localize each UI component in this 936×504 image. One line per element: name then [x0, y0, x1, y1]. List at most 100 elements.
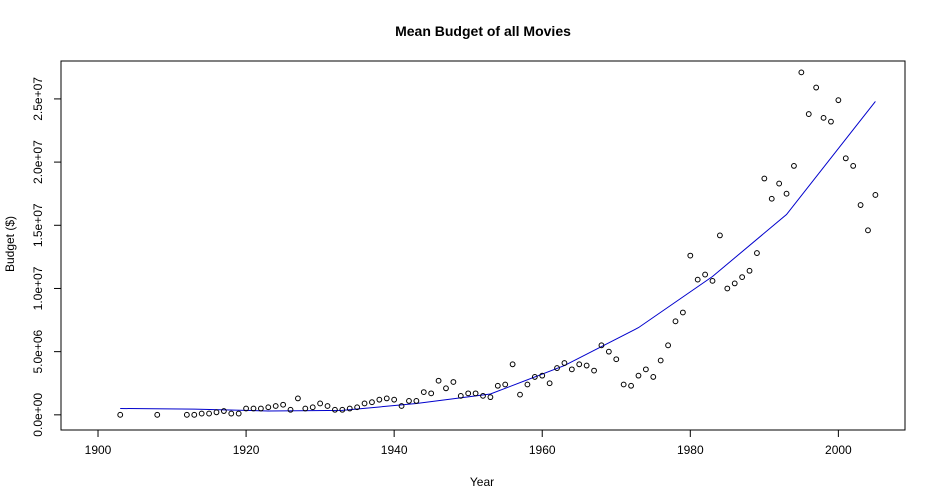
data-point	[598, 342, 605, 349]
data-point	[472, 390, 479, 397]
data-point	[672, 318, 679, 325]
data-point	[805, 111, 812, 117]
y-tick-label: 2.0e+07	[31, 140, 45, 184]
data-point	[191, 411, 198, 418]
data-point	[361, 400, 368, 407]
data-point	[739, 274, 746, 280]
data-point	[776, 180, 783, 187]
data-point	[546, 380, 553, 387]
data-point	[235, 410, 242, 417]
chart-title: Mean Budget of all Movies	[395, 23, 571, 39]
y-tick-label: 0.0e+00	[31, 393, 45, 437]
trend-line-layer	[120, 101, 876, 412]
data-point	[687, 252, 694, 259]
data-point	[243, 405, 249, 412]
data-point	[383, 395, 390, 402]
data-point	[346, 405, 353, 412]
data-point	[295, 395, 301, 402]
x-axis: 1900 1920 1940 1960 1980 2000	[85, 429, 852, 457]
data-point	[406, 398, 412, 404]
data-point	[635, 372, 642, 379]
data-point	[435, 377, 442, 384]
data-point	[339, 406, 346, 413]
data-point	[220, 408, 227, 414]
data-point	[865, 227, 871, 234]
data-point	[302, 405, 309, 412]
data-point	[842, 155, 849, 162]
x-tick-label: 1960	[529, 443, 556, 457]
y-axis: 0.0e+00 5.0e+06 1.0e+07 1.5e+07 2.0e+07 2.5e+…	[31, 77, 62, 437]
data-point	[272, 403, 279, 409]
data-point	[554, 365, 560, 371]
x-tick-label: 1940	[381, 443, 408, 457]
data-point	[783, 190, 790, 197]
data-point	[117, 411, 124, 418]
data-point	[679, 309, 686, 316]
data-points-layer	[117, 69, 879, 418]
data-point	[628, 382, 634, 389]
plot-frame	[60, 60, 906, 431]
data-point	[665, 342, 671, 349]
data-point	[509, 361, 516, 368]
data-point	[642, 366, 649, 373]
data-point	[694, 276, 701, 283]
data-point	[376, 396, 383, 403]
x-axis-label: Year	[470, 475, 494, 489]
data-point	[369, 399, 375, 406]
data-point	[813, 84, 820, 91]
data-point	[354, 404, 361, 411]
x-tick-label: 1920	[233, 443, 260, 457]
data-point	[332, 406, 338, 413]
y-axis-label: Budget ($)	[3, 216, 17, 272]
data-point	[709, 277, 716, 284]
data-point	[154, 411, 161, 418]
data-point	[428, 390, 435, 397]
y-tick-label: 1.5e+07	[31, 203, 45, 247]
data-point	[746, 267, 753, 274]
y-tick-label: 5.0e+06	[31, 329, 45, 373]
data-point	[702, 271, 709, 278]
y-tick-label: 1.0e+07	[31, 266, 45, 310]
data-point	[198, 410, 205, 417]
data-point	[731, 280, 738, 287]
data-point	[250, 405, 257, 412]
data-point	[768, 195, 775, 202]
trend-line	[120, 101, 876, 412]
data-point	[517, 391, 523, 398]
x-tick-label: 2000	[825, 443, 852, 457]
x-tick-label: 1980	[677, 443, 704, 457]
data-point	[820, 114, 827, 121]
data-point	[835, 97, 842, 104]
data-point	[761, 175, 768, 182]
data-point	[650, 374, 657, 380]
data-point	[280, 401, 287, 408]
data-point	[717, 232, 723, 239]
y-tick-label: 2.5e+07	[31, 77, 45, 121]
data-point	[524, 381, 531, 388]
data-point	[502, 381, 509, 388]
data-point	[309, 404, 316, 411]
data-point	[324, 403, 331, 409]
data-point	[183, 411, 190, 418]
data-point	[724, 285, 731, 292]
data-point	[265, 404, 272, 411]
data-point	[798, 69, 805, 76]
data-point	[576, 361, 583, 368]
data-point	[850, 162, 857, 169]
data-point	[754, 250, 760, 256]
data-point	[561, 360, 568, 366]
data-point	[657, 357, 664, 364]
data-point	[494, 382, 501, 389]
data-point	[620, 381, 627, 388]
data-point	[828, 118, 834, 125]
data-point	[531, 374, 538, 380]
data-point	[791, 162, 797, 169]
data-point	[398, 403, 405, 409]
data-point	[413, 398, 420, 404]
data-point	[583, 362, 590, 369]
data-point	[591, 367, 597, 374]
data-point	[857, 202, 864, 208]
data-point	[613, 356, 620, 363]
data-point	[605, 348, 612, 355]
